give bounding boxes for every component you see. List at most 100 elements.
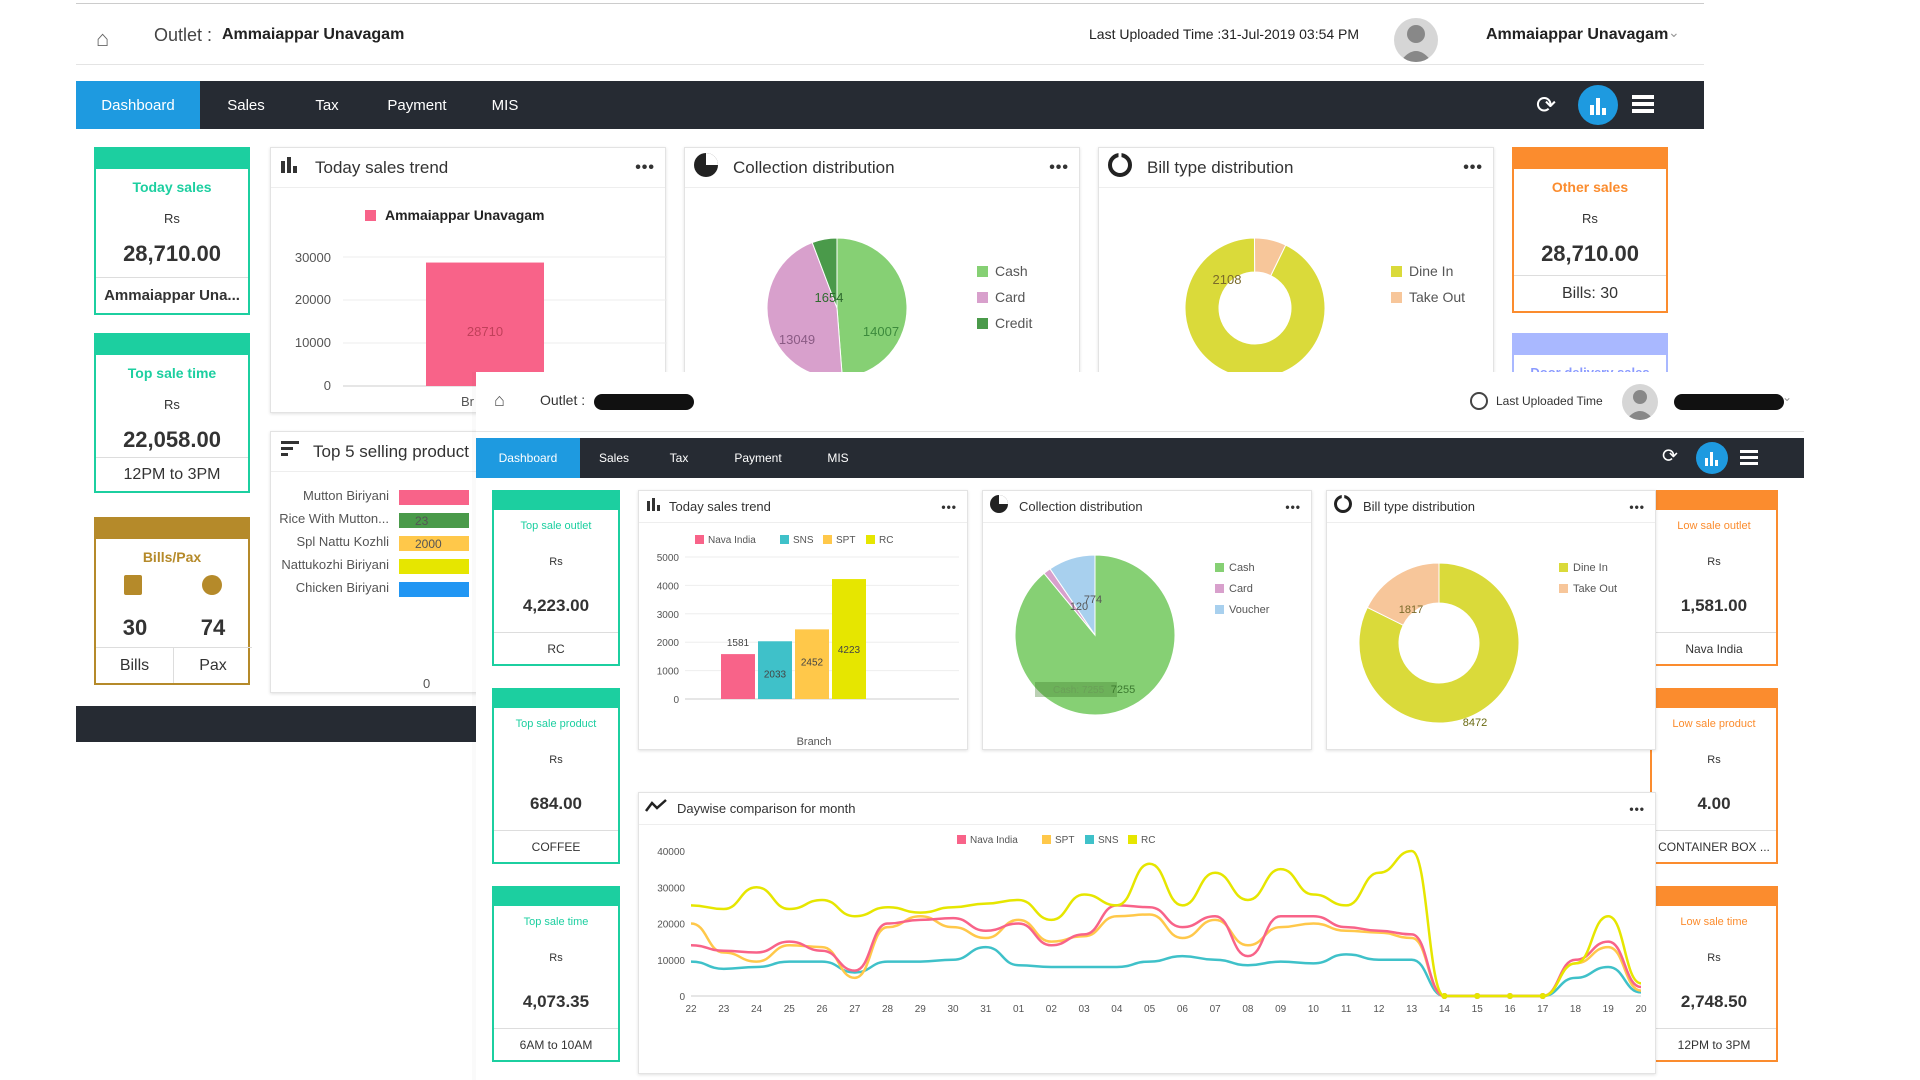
- chevron-down-icon[interactable]: ⌄: [1782, 390, 1793, 404]
- kpi-value: 4.00: [1697, 794, 1731, 813]
- x-tick: 10: [1308, 1004, 1320, 1015]
- x-tick: 02: [1046, 1004, 1058, 1015]
- kpi-today-sales[interactable]: Today sales Rs 28,710.00 Ammaiappar Una.…: [94, 147, 250, 315]
- pie-slice-voucher: [1049, 554, 1096, 637]
- x-tick: 27: [849, 1004, 861, 1015]
- slice-label: 8472: [1463, 717, 1487, 729]
- legend-swatch: [1215, 563, 1224, 572]
- legend-swatch: [1559, 563, 1568, 572]
- home-icon[interactable]: ⌂: [96, 26, 110, 51]
- tab-sales[interactable]: Sales: [598, 451, 630, 465]
- tab-mis[interactable]: MIS: [491, 96, 519, 114]
- chevron-down-icon[interactable]: ⌄: [1668, 24, 1680, 40]
- tab-tax[interactable]: Tax: [669, 451, 689, 465]
- legend-swatch: [866, 535, 875, 544]
- more-options-icon[interactable]: •••: [635, 158, 655, 176]
- tab-mis[interactable]: MIS: [827, 451, 849, 465]
- kpi-top-sale-time[interactable]: Top sale time Rs 4,073.35 6AM to 10AM: [492, 886, 620, 1062]
- x-tick: 15: [1472, 1004, 1484, 1015]
- legend-label: Take Out: [1573, 583, 1617, 595]
- kpi-value: 684.00: [530, 794, 582, 813]
- refresh-icon[interactable]: ⟳: [1536, 92, 1557, 119]
- avatar[interactable]: [1394, 18, 1438, 62]
- x-tick: 0: [423, 676, 430, 691]
- pax-icon: [202, 575, 222, 595]
- legend-swatch: [1215, 605, 1224, 614]
- kpi-low-sale-product[interactable]: Low sale product Rs 4.00 CONTAINER BOX .…: [1650, 688, 1778, 864]
- chart-view-icon[interactable]: [1578, 85, 1618, 125]
- outlet-label: Outlet :: [154, 25, 213, 45]
- kpi-low-sale-time[interactable]: Low sale time Rs 2,748.50 12PM to 3PM: [1650, 886, 1778, 1062]
- refresh-icon[interactable]: ⟳: [1662, 446, 1678, 467]
- bar-data-label: 2000: [415, 537, 442, 551]
- tab-dashboard[interactable]: Dashboard: [476, 438, 580, 478]
- chart-view-icon[interactable]: [1696, 442, 1728, 474]
- product-label: Chicken Biriyani: [296, 580, 389, 595]
- slice-label: 120: [1070, 601, 1088, 613]
- chart-card-daywise: Daywise comparison for month ••• 40000 30…: [638, 792, 1656, 1074]
- footer-bar: [76, 706, 476, 742]
- tab-dashboard[interactable]: Dashboard: [76, 81, 200, 129]
- kpi-top-sale-product[interactable]: Top sale product Rs 684.00 COFFEE: [492, 688, 620, 864]
- kpi-bills-pax[interactable]: Bills/Pax 30 74 Bills Pax: [94, 517, 252, 685]
- kpi-title: Low sale product: [1672, 718, 1756, 730]
- tab-sales[interactable]: Sales: [227, 96, 265, 114]
- kpi-other-sales[interactable]: Other sales Rs 28,710.00 Bills: 30: [1512, 147, 1668, 313]
- x-tick: 26: [816, 1004, 828, 1015]
- legend-label: Cash: [1229, 562, 1255, 574]
- x-tick: 13: [1406, 1004, 1418, 1015]
- y-tick: 0: [679, 992, 685, 1003]
- donut-chart-w1: 2108 26602 Dine In Take Out: [1184, 237, 1465, 378]
- avatar[interactable]: [1622, 384, 1658, 420]
- slice-label: 774: [1084, 594, 1102, 606]
- kpi-low-sale-outlet[interactable]: Low sale outlet Rs 1,581.00 Nava India: [1650, 490, 1778, 666]
- legend-label: SPT: [1055, 835, 1074, 846]
- legend-label: Card: [1229, 583, 1253, 595]
- more-options-icon[interactable]: •••: [1629, 801, 1645, 816]
- x-tick: 24: [751, 1004, 763, 1015]
- more-options-icon[interactable]: •••: [1285, 499, 1301, 514]
- tab-payment[interactable]: Payment: [734, 451, 782, 465]
- kpi-title: Low sale outlet: [1677, 520, 1751, 532]
- tab-payment[interactable]: Payment: [387, 96, 447, 114]
- bar-chart-w1: Ammaiappar Unavagam 30000 20000 10000 0 …: [295, 207, 667, 409]
- more-options-icon[interactable]: •••: [1463, 158, 1483, 176]
- x-tick: 30: [948, 1004, 960, 1015]
- y-tick: 10000: [295, 335, 331, 350]
- more-options-icon[interactable]: •••: [1049, 158, 1069, 176]
- kpi-top-sale-outlet[interactable]: Top sale outlet Rs 4,223.00 RC: [492, 490, 620, 666]
- kpi-title: Top sale outlet: [520, 520, 592, 532]
- card-title: Bill type distribution: [1363, 499, 1475, 514]
- product-bar: [399, 536, 469, 551]
- kpi-footer: 12PM to 3PM: [1652, 1028, 1776, 1060]
- data-point: [1474, 993, 1481, 999]
- kpi-currency: Rs: [1707, 556, 1721, 568]
- y-tick: 5000: [657, 553, 680, 564]
- y-tick: 30000: [657, 883, 685, 894]
- kpi-value: 2,748.50: [1680, 992, 1748, 1011]
- card-title: Bill type distribution: [1147, 157, 1294, 177]
- user-name[interactable]: Ammaiappar Unavagam: [1486, 26, 1669, 43]
- kpi-currency: Rs: [164, 397, 180, 412]
- more-options-icon[interactable]: •••: [1629, 499, 1645, 514]
- donut-chart-icon: [1107, 152, 1133, 183]
- main-nav: Dashboard Sales Tax Payment MIS ⟳: [476, 438, 1804, 478]
- slice-label: 1654: [815, 290, 844, 305]
- legend-label: Voucher: [1229, 604, 1270, 616]
- y-tick: 10000: [657, 956, 685, 967]
- legend-label: Dine In: [1573, 562, 1608, 574]
- list-view-icon[interactable]: [1740, 450, 1758, 471]
- pie-slice-cash: [836, 237, 908, 378]
- kpi-top-sale-time[interactable]: Top sale time Rs 22,058.00 12PM to 3PM: [94, 333, 250, 493]
- product-label: Mutton Biriyani: [303, 488, 389, 503]
- list-view-icon[interactable]: [1632, 93, 1654, 120]
- sort-bars-icon: [281, 441, 301, 462]
- tab-tax[interactable]: Tax: [315, 96, 339, 114]
- bar-spt: [795, 629, 829, 699]
- kpi-title: Low sale time: [1680, 916, 1748, 928]
- home-icon[interactable]: ⌂: [494, 390, 505, 410]
- legend-swatch: [1042, 835, 1051, 844]
- y-tick: 1000: [657, 667, 680, 678]
- y-tick: 3000: [657, 610, 680, 621]
- more-options-icon[interactable]: •••: [941, 499, 957, 514]
